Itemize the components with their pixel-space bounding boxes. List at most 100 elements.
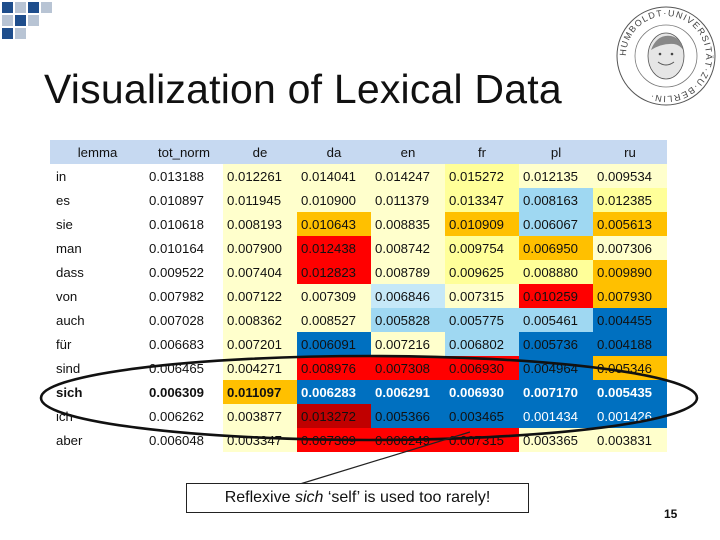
value-cell-fr: 0.006802 — [445, 332, 519, 356]
value-cell-de: 0.011097 — [223, 380, 297, 404]
value-cell-de: 0.004271 — [223, 356, 297, 380]
value-cell-pl: 0.012135 — [519, 164, 593, 188]
corner-decoration — [0, 0, 90, 50]
callout-prefix: Reflexive — [224, 489, 295, 506]
value-cell-en: 0.006846 — [371, 284, 445, 308]
tot-norm-cell: 0.006465 — [149, 360, 205, 376]
value-cell-de: 0.007122 — [223, 284, 297, 308]
lemma-cell: sind — [56, 360, 81, 376]
value-cell-da: 0.012438 — [297, 236, 371, 260]
value-cell-ru: 0.012385 — [593, 188, 667, 212]
value-cell-da: 0.010643 — [297, 212, 371, 236]
value-cell-de: 0.011945 — [223, 188, 297, 212]
value-cell-de: 0.007900 — [223, 236, 297, 260]
page-title: Visualization of Lexical Data — [44, 66, 562, 112]
value-cell-ru: 0.007930 — [593, 284, 667, 308]
value-cell-pl: 0.006950 — [519, 236, 593, 260]
callout-box: Reflexive sich ‘self’ is used too rarely… — [186, 483, 529, 513]
value-cell-en: 0.007308 — [371, 356, 445, 380]
table-row: in 0.013188 0.012261 0.014041 0.014247 0.0152… — [50, 164, 667, 188]
value-cell-ru: 0.009890 — [593, 260, 667, 284]
value-cell-fr: 0.003465 — [445, 404, 519, 428]
value-cell-ru: 0.005346 — [593, 356, 667, 380]
tot-norm-cell: 0.010164 — [149, 240, 205, 256]
value-cell-fr: 0.009754 — [445, 236, 519, 260]
value-cell-de: 0.003877 — [223, 404, 297, 428]
value-cell-en: 0.005828 — [371, 308, 445, 332]
value-cell-ru: 0.009534 — [593, 164, 667, 188]
value-cell-ru: 0.004455 — [593, 308, 667, 332]
table-row: dass 0.009522 0.007404 0.012823 0.008789 0.00… — [50, 260, 667, 284]
column-header: fr — [445, 140, 519, 164]
lemma-cell: es — [56, 192, 70, 208]
value-cell-da: 0.013272 — [297, 404, 371, 428]
value-cell-fr: 0.010909 — [445, 212, 519, 236]
value-cell-fr: 0.005775 — [445, 308, 519, 332]
table-row: von 0.007982 0.007122 0.007309 0.006846 0.007… — [50, 284, 667, 308]
value-cell-de: 0.007404 — [223, 260, 297, 284]
value-cell-da: 0.007309 — [297, 284, 371, 308]
value-cell-fr: 0.007315 — [445, 284, 519, 308]
value-cell-en: 0.008835 — [371, 212, 445, 236]
value-cell-en: 0.011379 — [371, 188, 445, 212]
value-cell-da: 0.008527 — [297, 308, 371, 332]
value-cell-de: 0.003347 — [223, 428, 297, 452]
value-cell-en: 0.005366 — [371, 404, 445, 428]
page-number: 15 — [664, 507, 678, 521]
value-cell-fr: 0.009625 — [445, 260, 519, 284]
value-cell-fr: 0.007315 — [445, 428, 519, 452]
tot-norm-cell: 0.007028 — [149, 312, 205, 328]
value-cell-pl: 0.001434 — [519, 404, 593, 428]
column-header: pl — [519, 140, 593, 164]
value-cell-pl: 0.003365 — [519, 428, 593, 452]
callout-suffix: ‘self’ is used too rarely! — [323, 489, 491, 506]
table-row: sie 0.010618 0.008193 0.010643 0.008835 0.010… — [50, 212, 667, 236]
value-cell-ru: 0.003831 — [593, 428, 667, 452]
lemma-cell: sie — [56, 216, 73, 232]
value-cell-de: 0.007201 — [223, 332, 297, 356]
value-cell-pl: 0.010259 — [519, 284, 593, 308]
value-cell-pl: 0.008163 — [519, 188, 593, 212]
table-row: sich 0.006309 0.011097 0.006283 0.006291 0.00… — [50, 380, 667, 404]
column-header: ru — [593, 140, 667, 164]
value-cell-en: 0.008789 — [371, 260, 445, 284]
tot-norm-cell: 0.006262 — [149, 408, 205, 424]
table-row: aber 0.006048 0.003347 0.007309 0.006249 0.00… — [50, 428, 667, 452]
value-cell-fr: 0.006930 — [445, 356, 519, 380]
value-cell-de: 0.008362 — [223, 308, 297, 332]
lemma-cell: aber — [56, 432, 83, 448]
column-header: da — [297, 140, 371, 164]
column-header: en — [371, 140, 445, 164]
value-cell-en: 0.008742 — [371, 236, 445, 260]
tot-norm-cell: 0.007982 — [149, 288, 205, 304]
column-header: de — [223, 140, 297, 164]
value-cell-fr: 0.015272 — [445, 164, 519, 188]
value-cell-ru: 0.005435 — [593, 380, 667, 404]
value-cell-da: 0.014041 — [297, 164, 371, 188]
value-cell-pl: 0.008880 — [519, 260, 593, 284]
value-cell-pl: 0.005461 — [519, 308, 593, 332]
value-cell-ru: 0.001426 — [593, 404, 667, 428]
value-cell-de: 0.012261 — [223, 164, 297, 188]
value-cell-ru: 0.004188 — [593, 332, 667, 356]
value-cell-fr: 0.013347 — [445, 188, 519, 212]
value-cell-en: 0.014247 — [371, 164, 445, 188]
value-cell-ru: 0.005613 — [593, 212, 667, 236]
tot-norm-cell: 0.009522 — [149, 264, 205, 280]
value-cell-da: 0.006091 — [297, 332, 371, 356]
column-header: lemma — [50, 140, 145, 164]
value-cell-pl: 0.005736 — [519, 332, 593, 356]
value-cell-pl: 0.006067 — [519, 212, 593, 236]
lemma-cell: ich — [56, 408, 73, 424]
lemma-cell: man — [56, 240, 82, 256]
value-cell-da: 0.006283 — [297, 380, 371, 404]
value-cell-pl: 0.004964 — [519, 356, 593, 380]
tot-norm-cell: 0.006683 — [149, 336, 205, 352]
table-row: auch 0.007028 0.008362 0.008527 0.005828 0.00… — [50, 308, 667, 332]
lexical-frequency-table: lemma tot_norm de da en fr pl ru in 0.013… — [50, 140, 667, 452]
lemma-cell: sich — [56, 384, 83, 400]
value-cell-da: 0.008976 — [297, 356, 371, 380]
value-cell-fr: 0.006930 — [445, 380, 519, 404]
tot-norm-cell: 0.010897 — [149, 192, 205, 208]
tot-norm-cell: 0.006048 — [149, 432, 205, 448]
